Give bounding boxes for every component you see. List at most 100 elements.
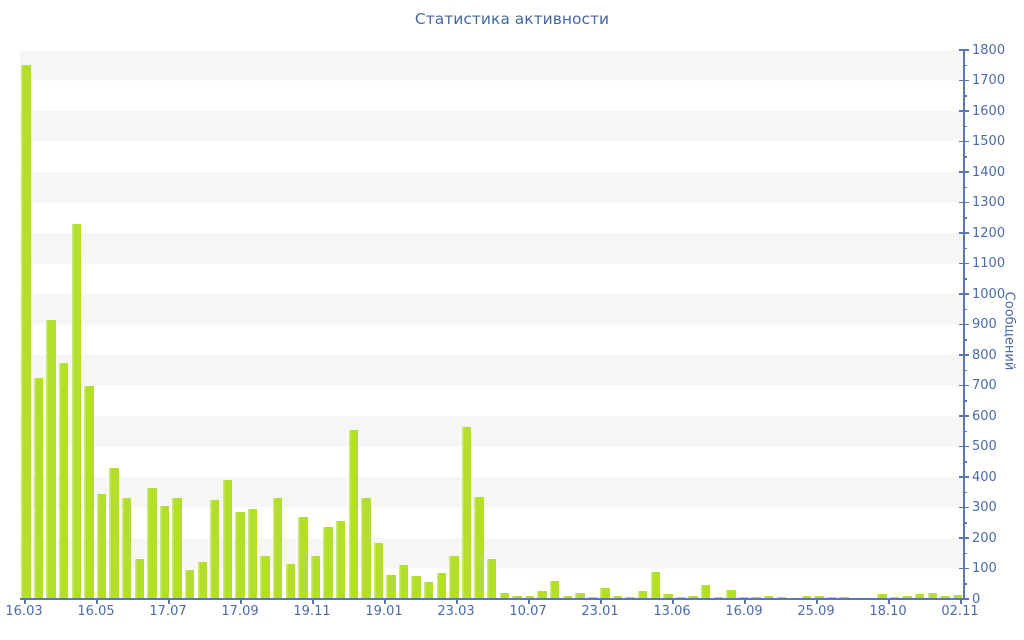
y-axis-tick	[959, 140, 969, 143]
y-axis-tick-label: 1300	[972, 195, 1006, 210]
bar[interactable]	[436, 573, 447, 599]
bar[interactable]	[487, 559, 497, 599]
bar[interactable]	[575, 592, 585, 599]
bar[interactable]	[927, 592, 937, 599]
bar[interactable]	[663, 594, 673, 599]
y-axis-tick	[963, 64, 967, 66]
y-axis-tick-label: 200	[972, 530, 997, 546]
y-axis-tick-label: 1800	[972, 42, 1006, 58]
bar[interactable]	[612, 595, 623, 599]
chart-title: Статистика активности	[414, 10, 610, 28]
x-axis-tick-label: 13.06	[653, 604, 691, 619]
bar[interactable]	[197, 562, 207, 599]
x-axis-tick	[744, 600, 746, 604]
y-axis-tick	[963, 491, 967, 493]
y-axis-tick	[963, 247, 967, 249]
bar[interactable]	[877, 594, 887, 599]
bar[interactable]	[348, 429, 358, 599]
bar[interactable]	[940, 596, 950, 599]
bar[interactable]	[260, 556, 270, 599]
bar[interactable]	[222, 480, 233, 599]
y-axis-tick	[963, 278, 967, 280]
bar[interactable]	[59, 362, 69, 599]
bar[interactable]	[273, 498, 283, 599]
bar[interactable]	[96, 493, 107, 599]
bar[interactable]	[461, 426, 472, 599]
y-axis-tick	[959, 79, 969, 82]
bar[interactable]	[33, 377, 44, 599]
bar[interactable]	[373, 542, 384, 599]
y-axis-tick	[959, 110, 969, 112]
bar[interactable]	[600, 588, 610, 599]
bar[interactable]	[537, 591, 547, 599]
bar[interactable]	[914, 594, 925, 599]
bar[interactable]	[411, 576, 421, 599]
x-axis-tick	[816, 600, 818, 604]
y-axis-tick-label: 1700	[972, 73, 1006, 88]
y-axis-tick-label: 800	[972, 347, 997, 363]
bar[interactable]	[323, 527, 333, 599]
bar[interactable]	[247, 509, 258, 599]
bar[interactable]	[172, 498, 182, 599]
bar[interactable]	[814, 596, 824, 599]
bar[interactable]	[952, 595, 963, 599]
bar[interactable]	[763, 596, 774, 599]
x-axis-tick-label: 17.07	[149, 604, 187, 619]
bar[interactable]	[424, 582, 434, 599]
x-axis-tick	[384, 600, 386, 604]
bar[interactable]	[121, 498, 132, 599]
bar[interactable]	[474, 496, 484, 599]
bar[interactable]	[839, 596, 849, 599]
y-axis-tick-label: 900	[972, 317, 997, 332]
x-axis-line	[20, 598, 966, 600]
bar[interactable]	[310, 556, 321, 599]
bar[interactable]	[109, 467, 119, 599]
bar[interactable]	[184, 570, 195, 599]
y-axis-tick-label: 100	[972, 561, 997, 576]
y-axis-tick	[963, 156, 967, 158]
y-axis-tick	[959, 598, 969, 600]
bar[interactable]	[751, 596, 761, 599]
bar[interactable]	[549, 580, 560, 599]
bar[interactable]	[512, 595, 522, 599]
y-axis-tick	[959, 506, 969, 509]
bar[interactable]	[449, 556, 459, 599]
bar[interactable]	[71, 223, 82, 599]
bar[interactable]	[499, 592, 509, 599]
x-axis-tick	[528, 600, 530, 604]
bar[interactable]	[298, 516, 308, 599]
bar[interactable]	[285, 563, 295, 599]
bar[interactable]	[726, 589, 736, 599]
bar[interactable]	[700, 585, 711, 599]
bar[interactable]	[650, 571, 661, 599]
bar[interactable]	[335, 521, 346, 599]
bar[interactable]	[902, 596, 912, 599]
bar[interactable]	[147, 487, 157, 599]
bar[interactable]	[776, 596, 786, 599]
y-axis-tick	[959, 567, 969, 570]
bar[interactable]	[889, 596, 900, 599]
bar[interactable]	[638, 591, 648, 599]
bar[interactable]	[688, 595, 698, 599]
y-axis-tick-label: 300	[972, 500, 997, 515]
bar[interactable]	[398, 565, 409, 599]
bar[interactable]	[84, 385, 94, 599]
bar[interactable]	[826, 596, 837, 599]
bar[interactable]	[159, 505, 170, 599]
bar[interactable]	[46, 319, 56, 599]
x-axis-tick	[96, 600, 98, 604]
bar[interactable]	[361, 498, 371, 599]
bar[interactable]	[134, 559, 144, 599]
x-axis-tick-label: 16.09	[725, 604, 763, 619]
bar[interactable]	[524, 595, 535, 599]
y-axis-tick	[963, 125, 967, 127]
bar[interactable]	[235, 512, 245, 599]
bar[interactable]	[386, 574, 396, 599]
bar[interactable]	[21, 65, 31, 599]
y-axis-tick	[963, 430, 967, 432]
y-axis-tick-label: 600	[972, 408, 997, 424]
bar[interactable]	[210, 499, 220, 599]
bar[interactable]	[801, 596, 812, 599]
bar[interactable]	[562, 595, 572, 599]
y-axis-tick-label: 1200	[972, 225, 1006, 241]
